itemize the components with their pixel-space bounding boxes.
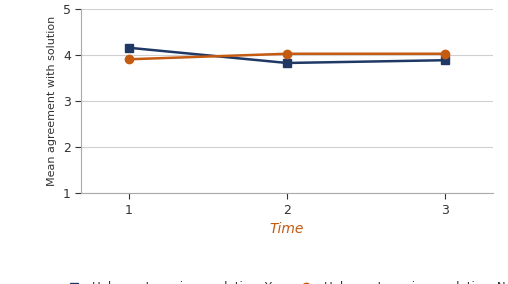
Y-axis label: Mean agreement with solution: Mean agreement with solution xyxy=(47,16,57,186)
X-axis label: Time: Time xyxy=(270,222,304,236)
Legend: Holocaust survivors relative: Yes, Holocaust survivors relative: No: Holocaust survivors relative: Yes, Holoc… xyxy=(56,277,508,284)
Line: Holocaust survivors relative: Yes: Holocaust survivors relative: Yes xyxy=(124,43,450,67)
Holocaust survivors relative: Yes: (3, 3.88): Yes: (3, 3.88) xyxy=(442,59,449,62)
Holocaust survivors relative: No: (2, 4.02): No: (2, 4.02) xyxy=(284,52,290,55)
Holocaust survivors relative: Yes: (1, 4.15): Yes: (1, 4.15) xyxy=(125,46,132,49)
Holocaust survivors relative: No: (3, 4.02): No: (3, 4.02) xyxy=(442,52,449,55)
Holocaust survivors relative: No: (1, 3.9): No: (1, 3.9) xyxy=(125,58,132,61)
Line: Holocaust survivors relative: No: Holocaust survivors relative: No xyxy=(124,50,450,63)
Holocaust survivors relative: Yes: (2, 3.82): Yes: (2, 3.82) xyxy=(284,61,290,65)
